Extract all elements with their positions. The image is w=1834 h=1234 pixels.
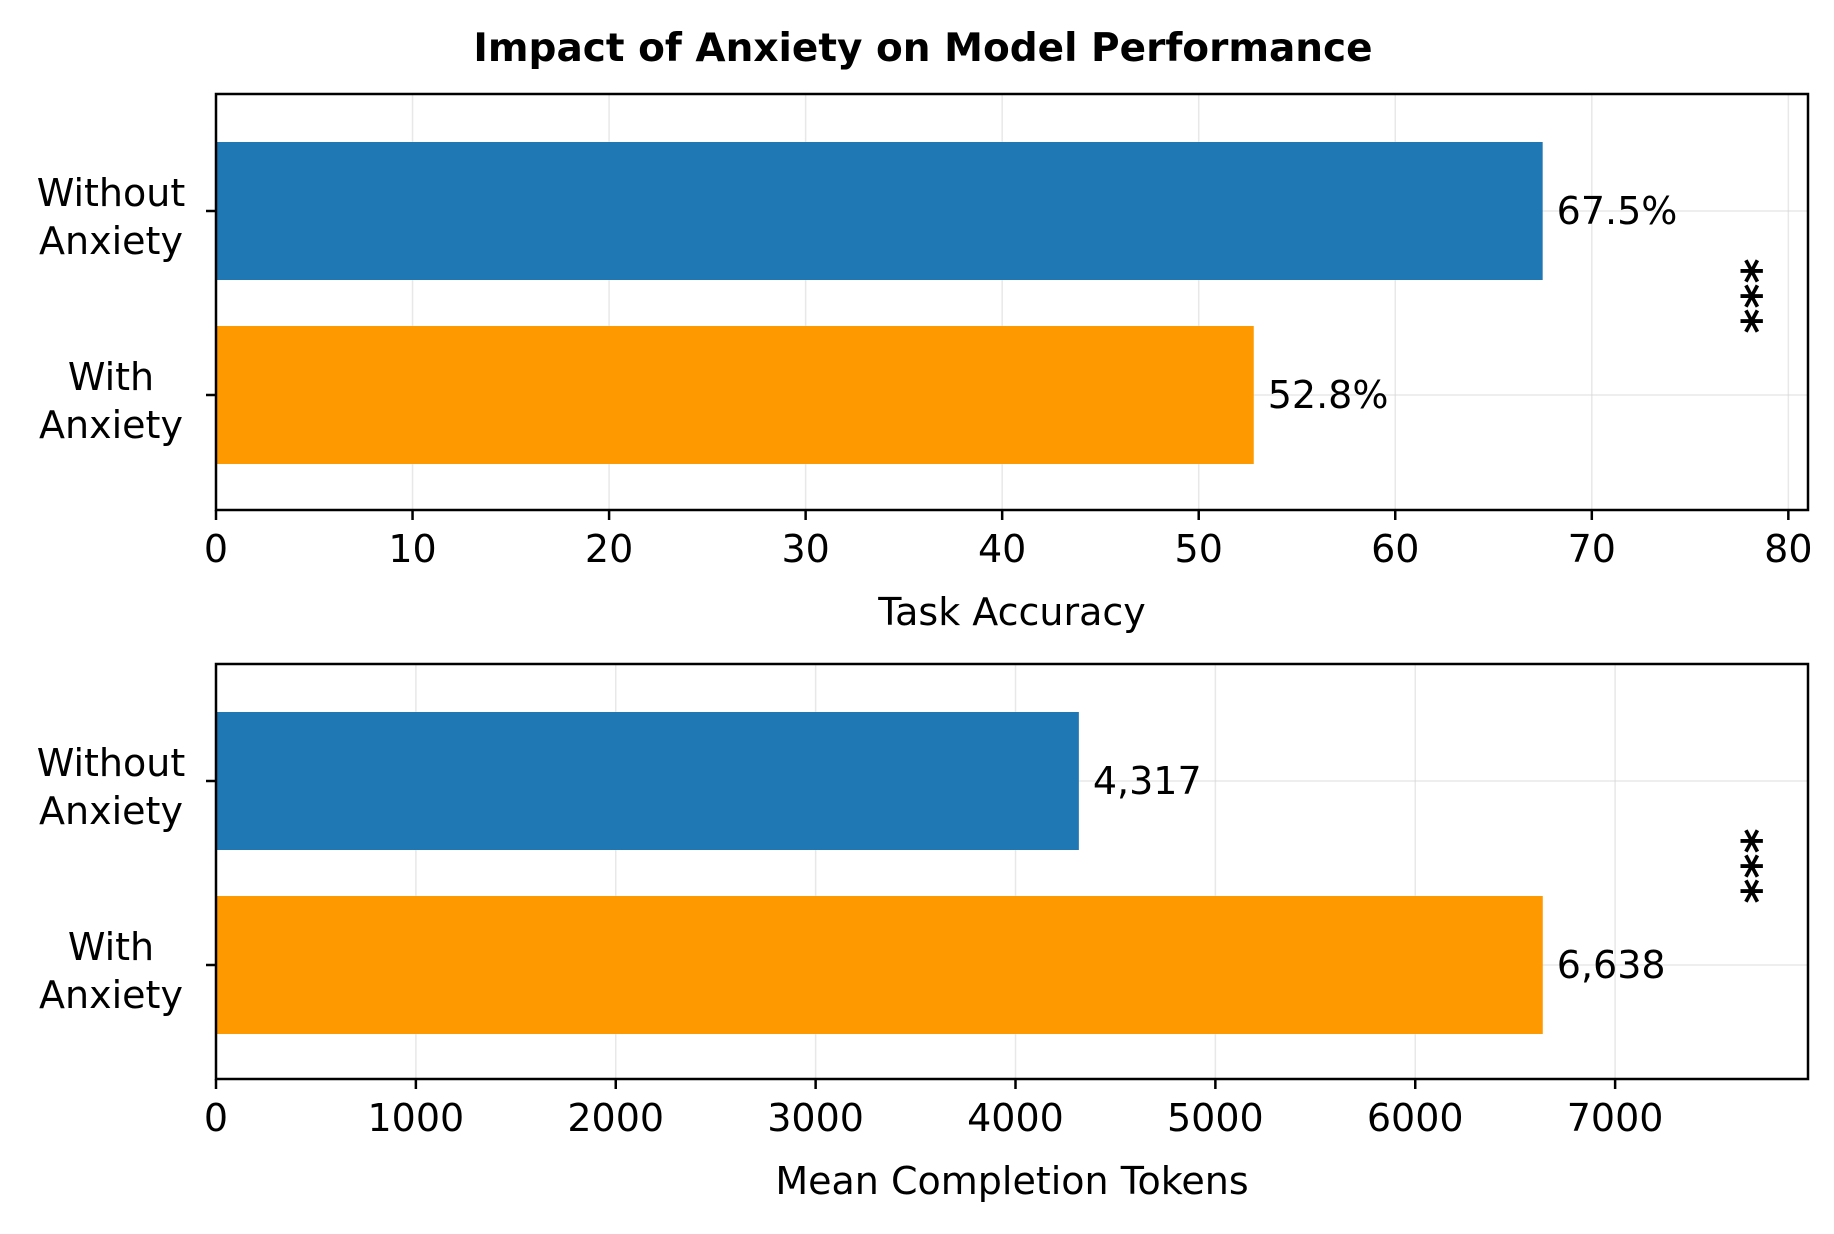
accuracy-panel: 67.5% 52.8% 0 10 20 30 40 50 60 70 80 Without Anxiet…: [37, 92, 1813, 634]
x-tick-label: 0: [204, 1096, 228, 1140]
x-tick-label: 5000: [1167, 1096, 1264, 1140]
tokens-panel: 4,317 6,638 0 1000 2000 3000 4000 5000 6000 7000 W…: [37, 662, 1810, 1203]
significance-marker: ***: [1715, 828, 1771, 903]
x-tick-label: 40: [978, 527, 1026, 571]
x-tick-label: 6000: [1367, 1096, 1464, 1140]
category-label-without-anxiety: Without Anxiety: [37, 171, 186, 263]
x-tick-label: 80: [1764, 527, 1812, 571]
x-tick-label: 10: [388, 527, 436, 571]
x-tick-label: 60: [1371, 527, 1419, 571]
x-axis-label: Task Accuracy: [877, 590, 1146, 634]
x-tick-label: 0: [204, 527, 228, 571]
bar-without-anxiety: [216, 142, 1543, 280]
x-tick-label: 20: [585, 527, 633, 571]
significance-marker: ***: [1715, 258, 1771, 333]
x-tick-label: 70: [1568, 527, 1616, 571]
bar-with-anxiety: [216, 896, 1543, 1034]
x-tick-label: 30: [781, 527, 829, 571]
chart-title: Impact of Anxiety on Model Performance: [473, 26, 1372, 71]
x-tick-label: 2000: [567, 1096, 664, 1140]
x-tick-label: 7000: [1567, 1096, 1664, 1140]
x-axis-label: Mean Completion Tokens: [775, 1159, 1248, 1203]
x-tick-label: 3000: [767, 1096, 864, 1140]
value-label-without-anxiety: 67.5%: [1557, 189, 1678, 233]
value-label-with-anxiety: 52.8%: [1268, 373, 1389, 417]
plot-frame: [214, 92, 1810, 512]
value-label-without-anxiety: 4,317: [1093, 759, 1202, 803]
bar-without-anxiety: [216, 712, 1079, 850]
category-label-with-anxiety: With Anxiety: [39, 355, 183, 447]
x-tick-label: 50: [1175, 527, 1223, 571]
plot-frame: [214, 662, 1810, 1081]
x-tick-label: 1000: [368, 1096, 465, 1140]
bar-with-anxiety: [216, 326, 1254, 464]
value-label-with-anxiety: 6,638: [1557, 943, 1666, 987]
x-tick-label: 4000: [967, 1096, 1064, 1140]
category-label-without-anxiety: Without Anxiety: [37, 741, 186, 833]
category-label-with-anxiety: With Anxiety: [39, 925, 183, 1017]
